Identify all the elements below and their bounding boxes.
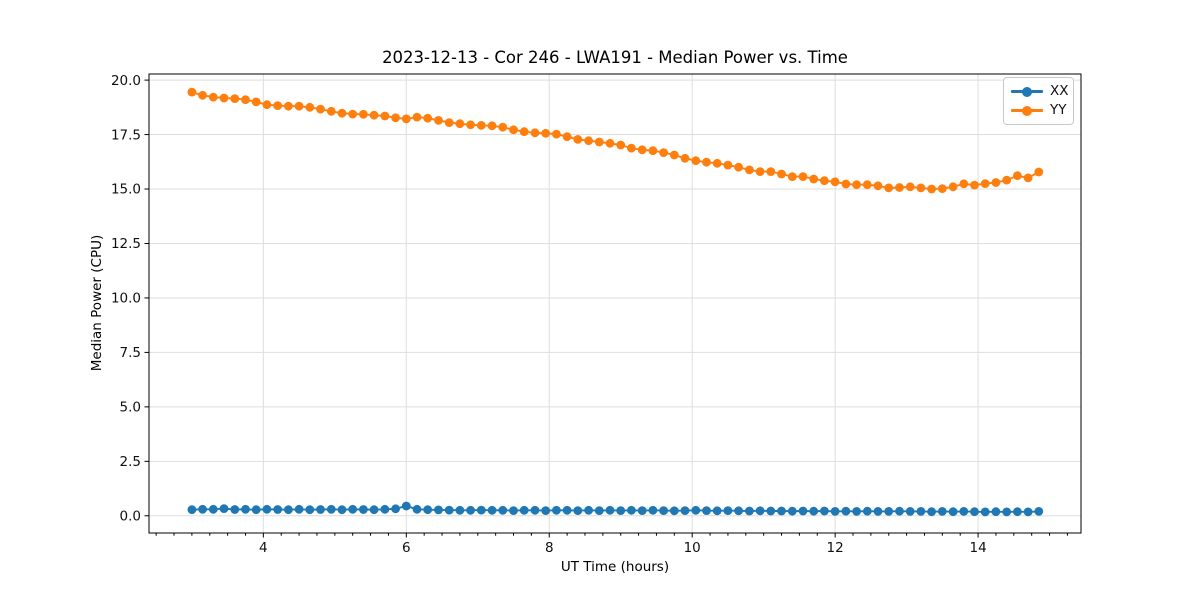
legend-item-xx: XX <box>1011 82 1069 99</box>
legend: XX YY <box>1003 77 1074 125</box>
svg-text:20.0: 20.0 <box>111 73 141 89</box>
legend-line-marker-yy <box>1011 105 1043 116</box>
legend-label-yy: YY <box>1050 101 1067 118</box>
svg-text:6: 6 <box>402 540 411 556</box>
svg-text:7.5: 7.5 <box>120 345 141 361</box>
svg-text:2.5: 2.5 <box>120 454 141 470</box>
legend-dot-yy <box>1022 105 1032 116</box>
svg-text:14: 14 <box>969 540 986 556</box>
svg-text:4: 4 <box>259 540 268 556</box>
svg-text:8: 8 <box>545 540 554 556</box>
svg-text:5.0: 5.0 <box>120 400 141 416</box>
legend-dot-xx <box>1022 86 1032 97</box>
x-axis-label: UT Time (hours) <box>560 559 670 575</box>
legend-item-yy: YY <box>1011 101 1067 118</box>
chart-title: 2023-12-13 - Cor 246 - LWA191 - Median P… <box>382 48 848 67</box>
legend-line-marker-xx <box>1011 86 1043 97</box>
svg-text:15.0: 15.0 <box>111 182 141 198</box>
svg-text:12.5: 12.5 <box>111 236 141 252</box>
svg-text:10.0: 10.0 <box>111 291 141 307</box>
svg-text:0.0: 0.0 <box>120 508 141 524</box>
svg-text:12: 12 <box>827 540 844 556</box>
svg-text:10: 10 <box>684 540 701 556</box>
legend-label-xx: XX <box>1050 82 1069 99</box>
svg-text:17.5: 17.5 <box>111 127 141 143</box>
